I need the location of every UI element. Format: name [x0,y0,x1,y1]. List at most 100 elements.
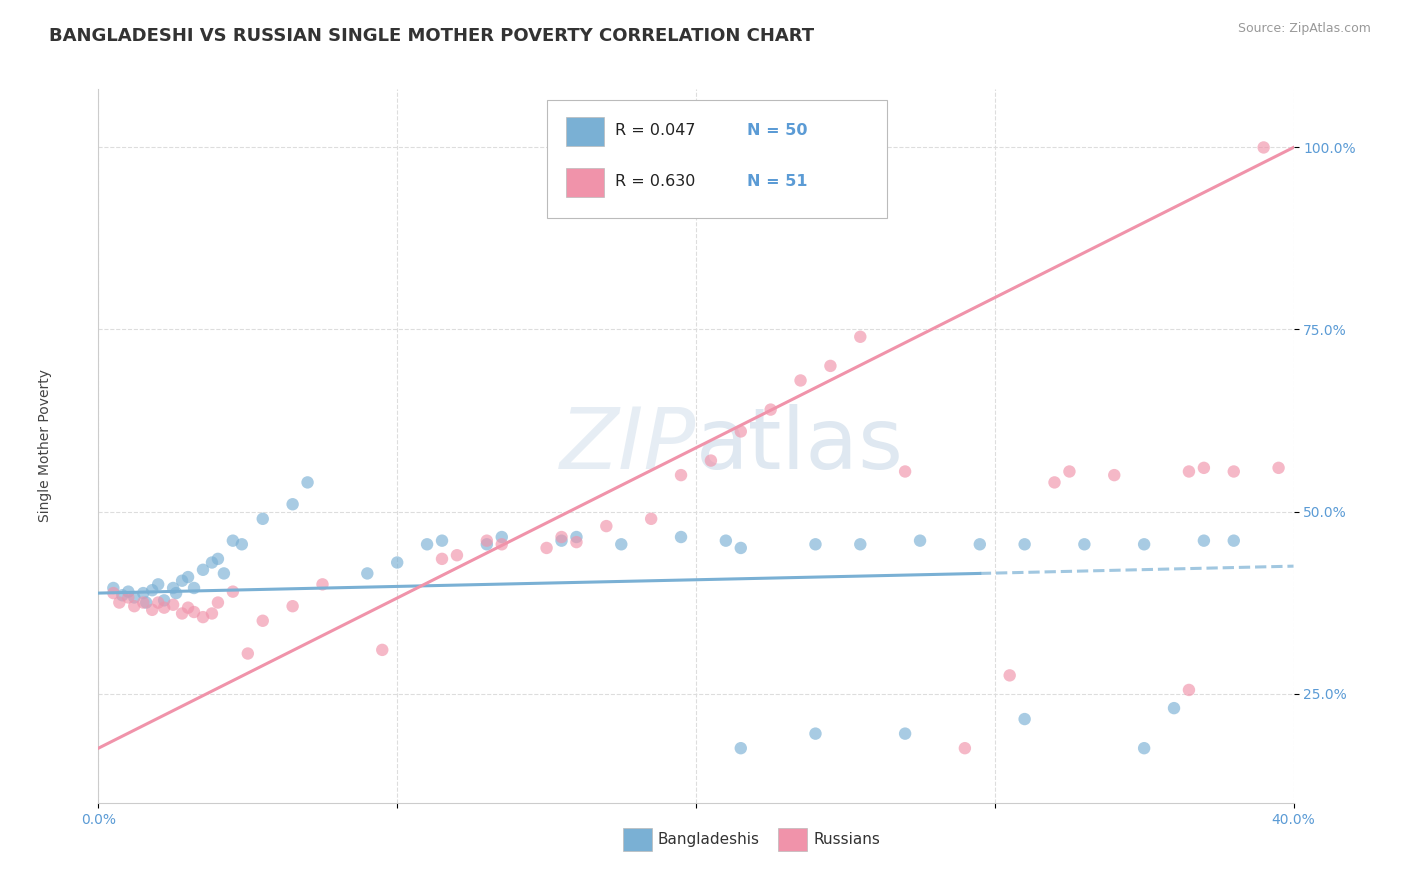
Point [281,599,304,614]
Point [172,574,194,588]
Point [162,581,184,595]
Point [1192,533,1215,548]
Point [416,537,439,551]
Point [207,596,229,610]
Point [103,586,125,600]
Point [759,402,782,417]
Point [177,570,200,584]
Point [1178,682,1201,697]
Point [969,537,991,551]
Text: R = 0.630: R = 0.630 [614,175,695,189]
Point [356,566,378,581]
Point [141,603,163,617]
Point [212,566,235,581]
Point [849,330,872,344]
Point [124,591,146,605]
Text: N = 50: N = 50 [748,123,808,138]
Point [1104,468,1126,483]
Point [1223,465,1246,479]
Point [201,556,224,570]
Point [998,668,1021,682]
Point [148,577,170,591]
Point [1253,140,1275,154]
Point [430,552,453,566]
Point [207,552,229,566]
Point [730,541,752,555]
Point [311,577,333,591]
Point [849,537,872,551]
Point [172,607,194,621]
Point [953,741,976,756]
Point [789,374,811,388]
Point [475,537,498,551]
Point [281,497,304,511]
Point [908,533,931,548]
Point [820,359,842,373]
Point [252,614,274,628]
Point [165,586,187,600]
Point [1059,465,1081,479]
Point [1178,465,1201,479]
Text: ZIP: ZIP [560,404,696,488]
Point [714,533,737,548]
Text: atlas: atlas [696,404,904,488]
FancyBboxPatch shape [565,117,605,145]
FancyBboxPatch shape [623,829,652,851]
Point [475,533,498,548]
Point [565,535,588,549]
Text: Russians: Russians [813,832,880,847]
Point [132,586,155,600]
Point [430,533,453,548]
Point [550,530,572,544]
Point [231,537,253,551]
Point [1073,537,1095,551]
Point [1192,460,1215,475]
Point [669,468,692,483]
Text: Source: ZipAtlas.com: Source: ZipAtlas.com [1237,22,1371,36]
Point [371,643,394,657]
FancyBboxPatch shape [547,100,887,218]
Point [610,537,633,551]
Point [1014,537,1036,551]
Point [297,475,319,490]
Text: R = 0.047: R = 0.047 [614,123,695,138]
Point [565,530,588,544]
Point [103,581,125,595]
Point [108,596,131,610]
Point [222,533,245,548]
Text: Single Mother Poverty: Single Mother Poverty [38,369,52,523]
Point [640,512,662,526]
Point [117,591,139,605]
Text: Bangladeshis: Bangladeshis [658,832,759,847]
Point [132,596,155,610]
Point [1133,537,1156,551]
Point [153,600,176,615]
Point [148,596,170,610]
Text: BANGLADESHI VS RUSSIAN SINGLE MOTHER POVERTY CORRELATION CHART: BANGLADESHI VS RUSSIAN SINGLE MOTHER POV… [49,27,814,45]
Point [252,512,274,526]
Point [1014,712,1036,726]
Point [111,588,134,602]
Point [595,519,617,533]
Point [183,581,205,595]
Point [236,647,259,661]
Point [1133,741,1156,756]
Point [135,596,157,610]
Point [536,541,558,555]
Point [222,584,245,599]
Point [804,537,827,551]
Point [183,605,205,619]
Point [1043,475,1066,490]
Point [894,465,917,479]
Point [894,726,917,740]
Point [191,563,214,577]
Point [162,598,184,612]
Point [1267,460,1289,475]
Point [1223,533,1246,548]
Point [669,530,692,544]
Point [201,607,224,621]
Point [730,741,752,756]
FancyBboxPatch shape [565,169,605,197]
Point [117,584,139,599]
FancyBboxPatch shape [779,829,807,851]
